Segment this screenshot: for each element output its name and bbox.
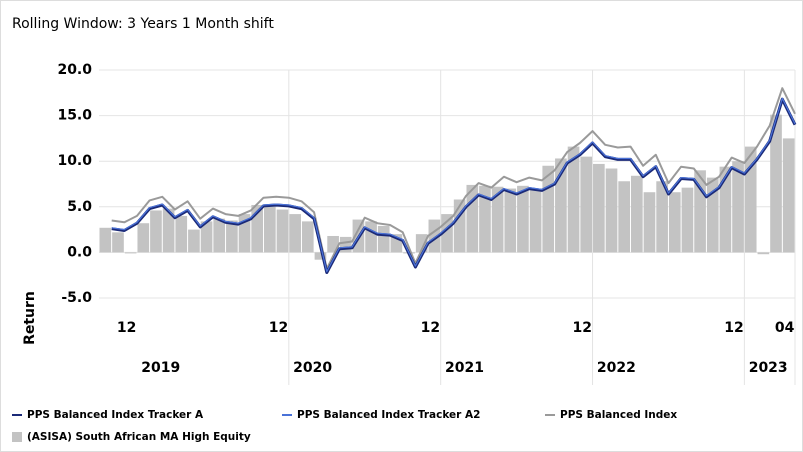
bar — [226, 220, 238, 253]
bar — [479, 185, 491, 253]
bar — [289, 214, 301, 253]
bar — [150, 210, 162, 253]
legend-label: PPS Balanced Index — [560, 409, 677, 421]
bar — [99, 227, 112, 253]
bar — [162, 208, 175, 253]
bar — [517, 185, 529, 253]
year-label: 2020 — [293, 360, 332, 376]
bar — [618, 181, 630, 253]
year-label: 2021 — [445, 360, 484, 376]
bar — [529, 188, 542, 253]
bar — [630, 175, 643, 253]
bar — [251, 204, 264, 253]
bar — [175, 215, 188, 253]
bar — [415, 234, 428, 253]
year-label: 2022 — [597, 360, 636, 376]
bar — [580, 156, 593, 253]
x-tick-label: 12 — [117, 320, 136, 336]
bar — [238, 214, 251, 253]
bar — [276, 209, 289, 253]
bar — [112, 232, 124, 253]
bar — [441, 214, 453, 253]
x-tick-label: 12 — [572, 320, 591, 336]
bar — [491, 186, 504, 253]
bar — [301, 221, 314, 253]
bar — [782, 138, 795, 253]
bar — [719, 166, 732, 253]
line — [111, 87, 796, 270]
y-tick-label: 10.0 — [57, 153, 92, 169]
y-tick-label: 15.0 — [57, 108, 92, 124]
y-tick-label: 20.0 — [57, 62, 92, 78]
bar — [656, 181, 668, 253]
bar — [542, 165, 555, 253]
chart-title: Rolling Window: 3 Years 1 Month shift — [12, 16, 274, 32]
bar — [428, 219, 441, 253]
bar — [504, 188, 517, 253]
legend-swatch — [12, 432, 22, 442]
bar — [744, 146, 757, 253]
bar — [314, 252, 327, 260]
y-tick-label: 0.0 — [67, 244, 92, 260]
bar — [365, 221, 377, 253]
year-label: 2019 — [141, 360, 180, 376]
y-tick-label: 5.0 — [67, 199, 92, 215]
bar — [264, 205, 276, 253]
legend-label: PPS Balanced Index Tracker A2 — [297, 409, 480, 421]
bar — [188, 229, 200, 253]
bar — [466, 184, 479, 253]
bar — [681, 187, 694, 253]
bar — [124, 252, 137, 254]
bar — [694, 170, 706, 253]
bar — [327, 235, 339, 253]
bar — [390, 234, 403, 253]
bar — [605, 168, 618, 253]
x-tick-label: 12 — [421, 320, 440, 336]
bar — [593, 163, 605, 253]
x-tick-label: 04 — [775, 320, 795, 336]
bar — [453, 199, 466, 253]
year-label: 2023 — [749, 360, 788, 376]
bar — [567, 146, 580, 253]
bar — [555, 158, 567, 253]
line — [111, 97, 796, 273]
x-tick-label: 12 — [724, 320, 743, 336]
bar — [706, 177, 719, 253]
bar — [643, 192, 656, 253]
bar — [200, 221, 213, 253]
bar — [339, 236, 352, 253]
bar — [770, 114, 782, 253]
bar — [137, 223, 150, 253]
y-axis-label: Return — [22, 291, 38, 345]
y-tick-label: -5.0 — [61, 290, 92, 306]
bar — [732, 161, 744, 253]
bar — [668, 192, 681, 253]
legend-label: (ASISA) South African MA High Equity — [27, 431, 251, 443]
bar — [757, 252, 770, 255]
legend-label: PPS Balanced Index Tracker A — [27, 409, 204, 421]
x-tick-label: 12 — [269, 320, 288, 336]
bar — [213, 218, 226, 253]
bar — [377, 225, 390, 253]
